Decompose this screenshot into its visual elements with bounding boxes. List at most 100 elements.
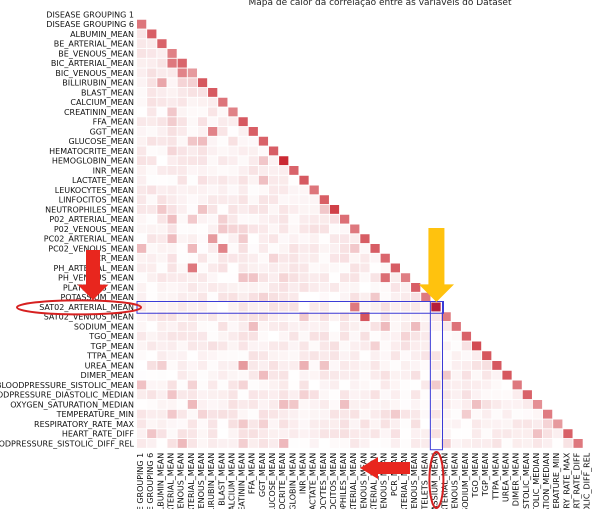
heatmap-cell [370, 341, 380, 351]
y-tick-label: BIC_ARTERIAL_MEAN [51, 59, 134, 68]
heatmap-cell [147, 390, 157, 400]
heatmap-cell [157, 127, 167, 136]
x-tick-label: LINFOCITOS_MEAN [329, 453, 338, 509]
chart-title: Mapa de calor da correlação entre as var… [248, 0, 511, 8]
heatmap-cell [502, 370, 512, 380]
red-arrow-left [360, 457, 410, 479]
heatmap-cell [248, 351, 258, 361]
heatmap-cell [218, 185, 228, 195]
heatmap-cell [380, 253, 390, 263]
heatmap-cell [350, 351, 360, 361]
heatmap-cell [177, 370, 187, 380]
heatmap-cell [370, 390, 380, 400]
x-tick-label: DISEASE GROUPING 6 [146, 453, 155, 509]
heatmap-cell [157, 370, 167, 380]
heatmap-cell [258, 341, 269, 351]
heatmap-cell [157, 244, 167, 253]
heatmap-cell [177, 331, 187, 341]
heatmap-cell [228, 205, 238, 214]
heatmap-cell [512, 439, 522, 448]
heatmap-cell [400, 292, 411, 302]
heatmap-cell [329, 409, 340, 419]
heatmap-cell [218, 273, 228, 283]
annotations [16, 228, 455, 509]
heatmap-cell [218, 97, 228, 107]
heatmap-cell [309, 312, 319, 322]
heatmap-cell [248, 429, 258, 439]
heatmap-cell [238, 205, 248, 214]
heatmap-cell [197, 370, 208, 380]
heatmap-cell [208, 292, 218, 302]
heatmap-cell [390, 409, 400, 419]
heatmap-cell [258, 273, 269, 283]
heatmap-cell [137, 166, 147, 175]
heatmap-cell [157, 292, 167, 302]
heatmap-cell [268, 273, 279, 283]
heatmap-cell [279, 273, 289, 283]
heatmap-cell [218, 253, 228, 263]
x-tick-label: PCR_MEAN [390, 453, 399, 496]
heatmap-cell [177, 88, 187, 97]
heatmap-cell [147, 263, 157, 273]
heatmap-cell [147, 166, 157, 175]
heatmap-cell [137, 244, 147, 253]
heatmap-cell [471, 419, 482, 429]
heatmap-cell [268, 351, 279, 361]
heatmap-cell [208, 331, 218, 341]
heatmap-cell [512, 409, 522, 419]
heatmap-cell [289, 429, 299, 439]
heatmap-cell [268, 224, 279, 234]
heatmap-cell [309, 439, 319, 448]
heatmap-cell [268, 253, 279, 263]
heatmap-cell [482, 429, 492, 439]
heatmap-cell [360, 273, 370, 283]
heatmap-cell [137, 146, 147, 156]
heatmap-cell [451, 341, 461, 351]
heatmap-cell [289, 439, 299, 448]
heatmap-cell [258, 175, 269, 185]
heatmap-cell [360, 331, 370, 341]
heatmap-cell [238, 244, 248, 253]
heatmap-cell [279, 380, 289, 390]
heatmap-cell [157, 331, 167, 341]
heatmap-cell [228, 234, 238, 244]
heatmap-cell [228, 185, 238, 195]
heatmap-cell [390, 331, 400, 341]
heatmap-cell [197, 117, 208, 127]
heatmap-cell [167, 195, 177, 205]
heatmap-cell [197, 322, 208, 331]
y-tick-label: TGO_MEAN [88, 332, 134, 341]
heatmap-cell [218, 439, 228, 448]
heatmap-cell [208, 224, 218, 234]
heatmap-cell [441, 370, 451, 380]
heatmap-cell [329, 341, 340, 351]
heatmap-cell [228, 370, 238, 380]
heatmap-cell [431, 429, 441, 439]
x-tick-label: HEART_RATE_DIFF [573, 452, 582, 509]
heatmap-cell [197, 97, 208, 107]
heatmap-cell [289, 166, 299, 175]
heatmap-cell [147, 205, 157, 214]
heatmap-cell [411, 380, 421, 390]
heatmap-cell [238, 380, 248, 390]
heatmap-cell [218, 370, 228, 380]
heatmap-cell [279, 263, 289, 273]
heatmap-cell [137, 292, 147, 302]
heatmap-cell [167, 97, 177, 107]
x-tick-label: FFA_MEAN [248, 453, 257, 494]
heatmap-cell [157, 166, 167, 175]
heatmap-cell [441, 361, 451, 370]
heatmap-cell [268, 166, 279, 175]
heatmap-cell [208, 175, 218, 185]
heatmap-cell [299, 322, 309, 331]
heatmap-cell [177, 253, 187, 263]
y-tick-label: PC02_ARTERIAL_MEAN [44, 235, 134, 244]
y-tick-label: RESPIRATORY_RATE_MAX [34, 420, 134, 429]
heatmap-cell [208, 409, 218, 419]
heatmap-cell [208, 322, 218, 331]
heatmap-cell [228, 146, 238, 156]
heatmap-cell [157, 322, 167, 331]
heatmap-cell [319, 380, 329, 390]
y-tick-label: NEUTROPHILES_MEAN [45, 205, 134, 214]
